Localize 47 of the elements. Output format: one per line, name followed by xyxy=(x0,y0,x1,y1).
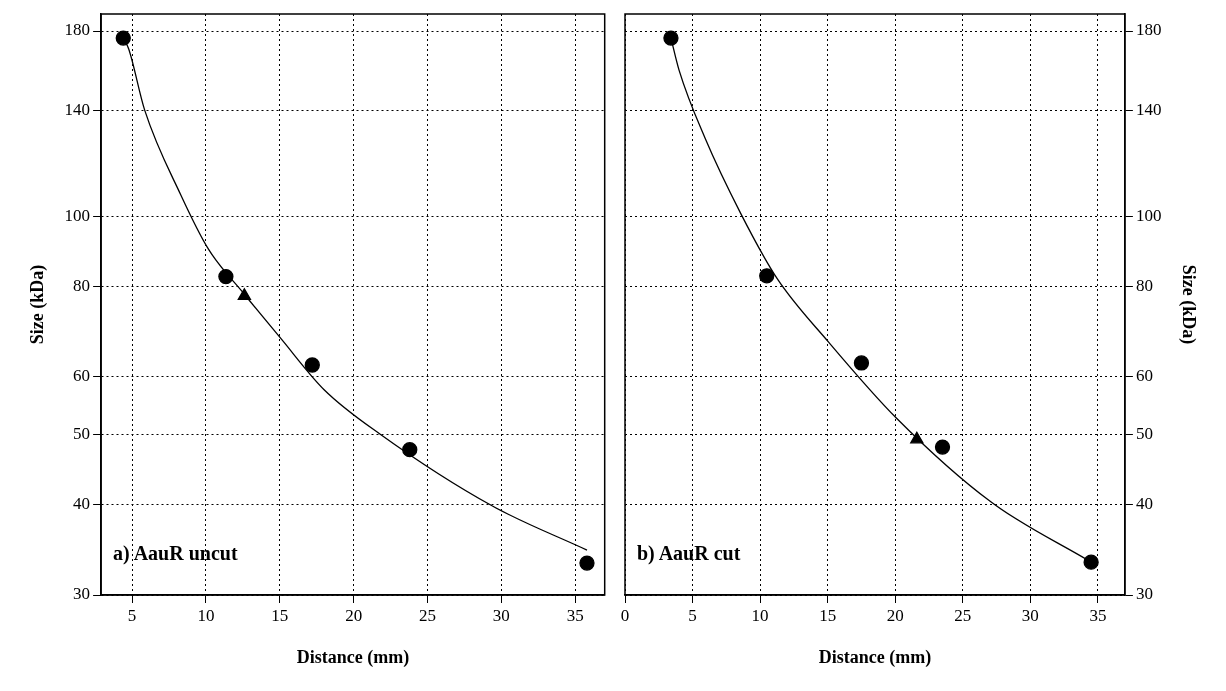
y-tick-label: 60 xyxy=(73,366,91,386)
point xyxy=(402,442,418,458)
x-tick-label: 25 xyxy=(418,605,436,625)
x-tick-label: 35 xyxy=(566,605,584,625)
y-tick-label: 50 xyxy=(73,423,91,443)
point xyxy=(1083,554,1099,570)
point xyxy=(579,555,595,571)
point xyxy=(853,355,870,371)
point xyxy=(759,268,775,284)
point xyxy=(115,30,131,46)
y-tick-label: 40 xyxy=(73,493,91,513)
x-tick-label: 5 xyxy=(688,605,697,625)
y2-axis-title: Size (kDa) xyxy=(1177,264,1199,345)
y2-tick-label: 60 xyxy=(1135,366,1153,386)
point xyxy=(218,268,234,285)
annotation: b) AauR cut xyxy=(637,542,741,566)
point xyxy=(304,357,320,373)
y2-tick-label: 180 xyxy=(1135,20,1162,40)
x-tick-label: 15 xyxy=(271,605,289,625)
x-axis-title: Distance (mm) xyxy=(818,646,932,668)
x-tick-label: 35 xyxy=(1089,605,1107,625)
x-tick-label: 20 xyxy=(886,605,904,625)
x-tick-label: 20 xyxy=(345,605,363,625)
point xyxy=(934,439,951,455)
x-tick-label: 25 xyxy=(954,605,972,625)
x-tick-label: 5 xyxy=(127,605,137,625)
x-tick-label: 0 xyxy=(620,605,630,625)
x-tick-label: 10 xyxy=(197,605,215,625)
x-tick-label: 15 xyxy=(819,605,837,625)
y-tick-label: 180 xyxy=(64,20,91,40)
x-tick-label: 30 xyxy=(1021,605,1039,625)
y2-tick-label: 40 xyxy=(1135,493,1153,513)
x-axis-title: Distance (mm) xyxy=(296,646,410,668)
x-tick-label: 30 xyxy=(492,605,510,625)
y-axis-title: Size (kDa) xyxy=(27,264,49,345)
point xyxy=(663,30,679,46)
y-tick-label: 80 xyxy=(73,275,91,295)
x-tick-label: 10 xyxy=(751,605,769,625)
y2-tick-label: 30 xyxy=(1135,584,1153,604)
y-tick-label: 30 xyxy=(73,584,91,604)
y-tick-label: 140 xyxy=(64,99,91,119)
y2-tick-label: 100 xyxy=(1135,205,1162,225)
annotation: a) AauR uncut xyxy=(113,542,238,566)
y2-tick-label: 80 xyxy=(1135,275,1153,295)
y2-tick-label: 140 xyxy=(1135,99,1162,119)
y2-tick-label: 50 xyxy=(1135,423,1153,443)
y-tick-label: 100 xyxy=(64,205,91,225)
